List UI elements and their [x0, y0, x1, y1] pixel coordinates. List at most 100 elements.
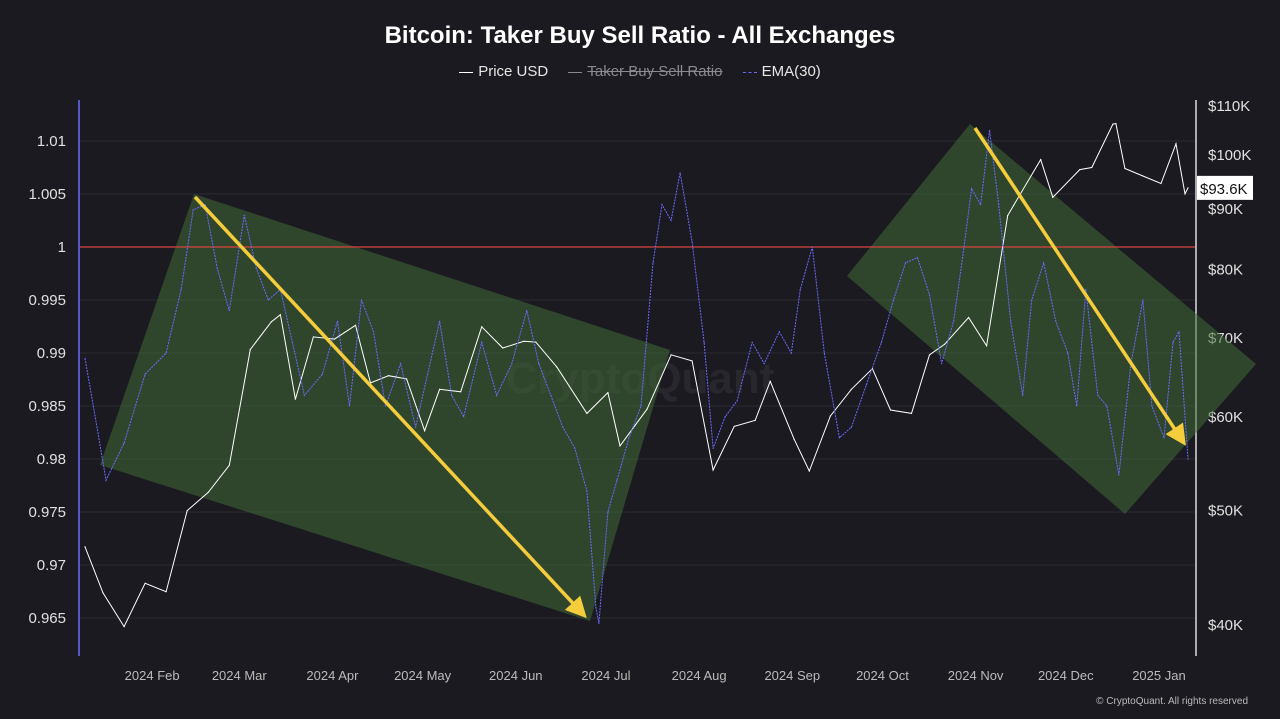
- data-point: [980, 204, 982, 206]
- data-point: [640, 405, 642, 407]
- data-point: [84, 546, 86, 548]
- trend-channel-annotation: [847, 124, 1256, 514]
- data-point: [790, 352, 792, 354]
- data-point: [793, 439, 795, 441]
- data-point: [616, 479, 618, 481]
- data-point: [1043, 262, 1045, 264]
- current-price-label: $93.6K: [1200, 181, 1248, 198]
- data-point: [267, 299, 269, 301]
- x-tick-label: 2024 Dec: [1038, 668, 1094, 683]
- data-point: [904, 262, 907, 264]
- legend-item-ema[interactable]: EMA(30): [742, 63, 821, 80]
- data-point: [691, 241, 693, 243]
- data-point: [733, 425, 735, 427]
- data-point: [989, 129, 991, 131]
- data-point: [424, 430, 426, 432]
- data-point: [481, 326, 483, 328]
- data-point: [303, 394, 305, 396]
- data-point: [1052, 196, 1054, 198]
- data-point: [670, 219, 672, 222]
- data-point: [372, 331, 375, 333]
- data-point: [1040, 159, 1042, 161]
- x-tick-label: 2024 Nov: [948, 668, 1004, 683]
- data-point: [1142, 299, 1144, 301]
- x-tick-label: 2024 Oct: [856, 668, 909, 683]
- data-point: [270, 321, 272, 323]
- data-point: [889, 409, 892, 411]
- data-point: [1031, 299, 1033, 301]
- data-point: [243, 214, 245, 216]
- y-left-tick-label: 0.965: [28, 610, 66, 627]
- x-tick-label: 2024 Mar: [212, 668, 268, 683]
- data-point: [321, 373, 324, 375]
- data-point: [1115, 122, 1117, 125]
- data-point: [1175, 143, 1177, 145]
- data-point: [294, 398, 296, 400]
- data-point: [255, 267, 257, 269]
- y-left-tick-label: 1: [58, 239, 66, 256]
- data-point: [1079, 168, 1081, 171]
- data-point: [661, 204, 663, 206]
- data-point: [1187, 187, 1189, 189]
- data-point: [165, 591, 167, 593]
- price-series: [84, 122, 1189, 628]
- y-left-tick-label: 0.985: [28, 398, 66, 415]
- data-point: [333, 338, 336, 340]
- y-left-tick-label: 1.01: [37, 133, 66, 150]
- data-point: [414, 426, 417, 428]
- data-point: [1178, 331, 1180, 333]
- data-point: [724, 416, 726, 418]
- data-point: [778, 331, 780, 333]
- x-tick-label: 2024 May: [394, 668, 452, 683]
- data-point: [165, 352, 167, 354]
- data-point: [102, 592, 104, 594]
- x-tick-label: 2024 Feb: [125, 668, 180, 683]
- data-point: [481, 341, 483, 343]
- y-right-tick-label: $60K: [1208, 409, 1243, 426]
- legend-item-taker-ratio[interactable]: Taker Buy Sell Ratio: [568, 63, 722, 80]
- data-point: [712, 469, 714, 471]
- data-point: [1106, 405, 1108, 407]
- data-point: [1118, 474, 1120, 476]
- data-point: [186, 509, 188, 512]
- data-point: [460, 391, 462, 393]
- data-point: [736, 400, 738, 402]
- data-point: [968, 316, 970, 319]
- data-point: [586, 412, 588, 415]
- data-point: [556, 366, 558, 368]
- data-point: [192, 209, 194, 211]
- legend-swatch-icon: [742, 71, 757, 73]
- data-point: [850, 388, 852, 390]
- data-point: [405, 378, 408, 380]
- data-point: [451, 394, 453, 396]
- data-point: [754, 419, 756, 421]
- legend-label: Price USD: [478, 63, 549, 80]
- data-point: [1124, 167, 1126, 170]
- legend-label: Taker Buy Sell Ratio: [587, 63, 723, 80]
- data-point: [291, 341, 293, 343]
- data-point: [550, 394, 552, 396]
- data-point: [811, 246, 813, 248]
- data-point: [1160, 182, 1162, 185]
- y-right-tick-label: $90K: [1208, 201, 1243, 218]
- data-point: [312, 336, 315, 338]
- data-point: [1076, 405, 1078, 407]
- trend-channel-annotation: [100, 194, 670, 621]
- data-point: [348, 405, 351, 407]
- data-point: [1085, 288, 1087, 290]
- legend-item-price[interactable]: Price USD: [459, 63, 548, 80]
- data-point: [1055, 320, 1057, 322]
- data-point: [84, 357, 86, 359]
- data-point: [538, 363, 540, 365]
- x-tick-label: 2024 Sep: [764, 668, 820, 683]
- data-point: [216, 267, 218, 269]
- data-point: [838, 437, 840, 439]
- data-point: [144, 582, 146, 584]
- data-point: [1112, 123, 1114, 125]
- data-point: [670, 354, 672, 356]
- data-point: [439, 320, 441, 322]
- current-price-badge: [1197, 175, 1253, 200]
- data-point: [928, 294, 931, 296]
- y-right-tick-label: $110K: [1208, 98, 1250, 115]
- data-point: [998, 204, 1000, 206]
